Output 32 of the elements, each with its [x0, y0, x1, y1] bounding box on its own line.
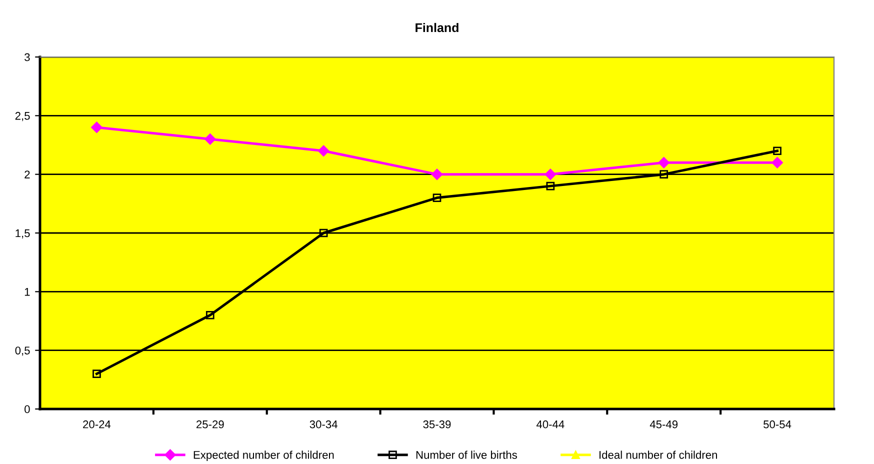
legend-label: Expected number of children [194, 450, 334, 462]
y-tick-label: 1,5 [16, 229, 30, 238]
point [319, 228, 328, 238]
point [91, 122, 102, 134]
x-tick-label: 45-49 [650, 420, 678, 428]
x-tick-label: 25-29 [196, 420, 224, 428]
point [92, 370, 101, 378]
point [546, 182, 555, 190]
x-tick-label: 35-39 [423, 420, 451, 428]
chart-title: Finland [416, 22, 458, 32]
point [658, 156, 670, 168]
point [431, 168, 443, 180]
legend-label: Ideal number of children [600, 450, 717, 459]
y-tick-label: 3 [24, 53, 30, 62]
x-tick-label: 30-34 [310, 420, 338, 428]
point [772, 156, 783, 168]
point [544, 168, 556, 180]
y-tick-label: 0 [24, 405, 30, 414]
point [660, 170, 668, 178]
y-tick-label: 2,5 [15, 112, 30, 122]
x-tick-label: 20-24 [83, 420, 111, 428]
x-tick-label: 50-54 [764, 420, 792, 428]
x-tick-label: 40-44 [536, 420, 564, 428]
point [432, 194, 442, 202]
point [204, 134, 216, 145]
point [206, 310, 214, 320]
y-tick-label: 2 [24, 170, 30, 178]
point [318, 145, 330, 156]
legend-label: Number of live births [416, 450, 517, 459]
y-tick-label: 0,5 [15, 346, 30, 356]
point [773, 146, 782, 156]
y-tick-label: 1 [24, 288, 30, 296]
